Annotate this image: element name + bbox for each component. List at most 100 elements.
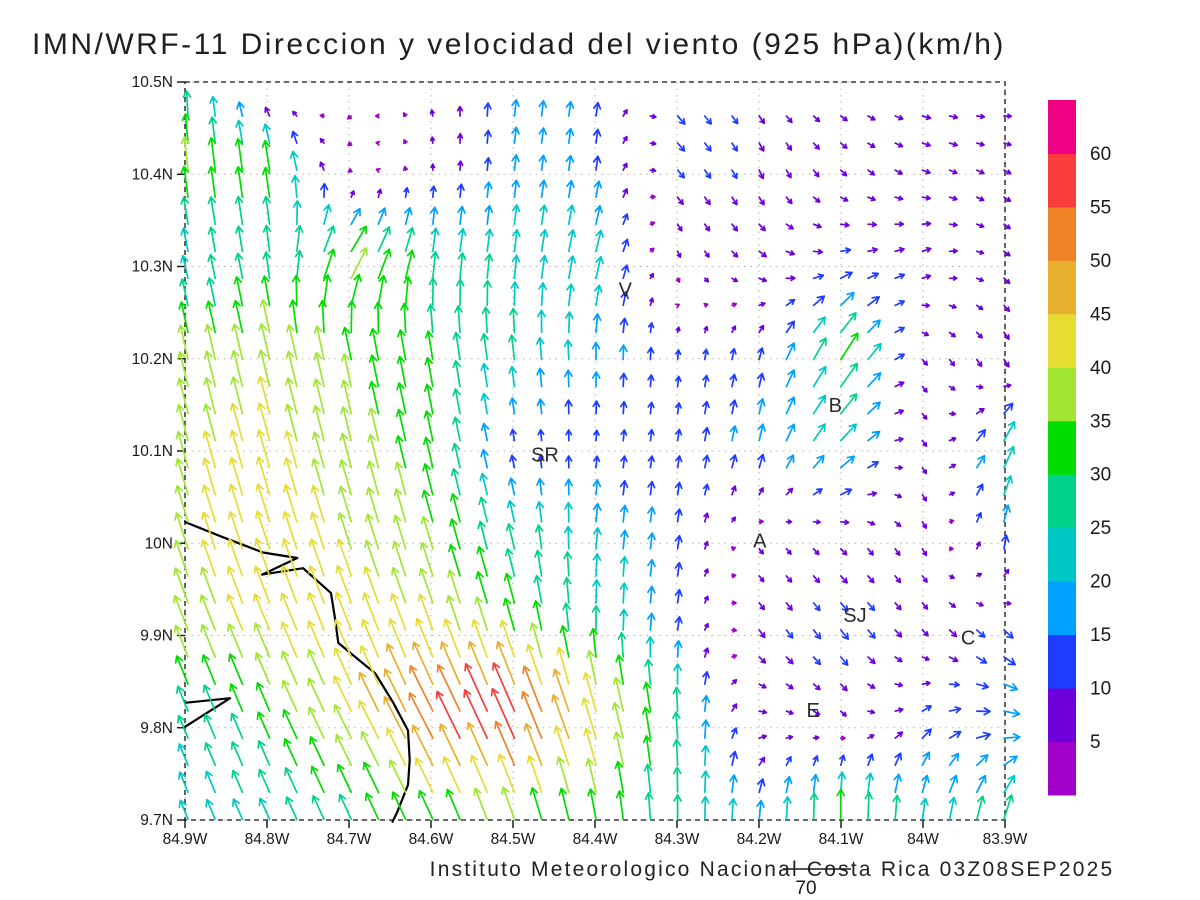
wind-arrow xyxy=(175,430,189,469)
wind-arrow xyxy=(483,279,492,307)
wind-arrow xyxy=(585,757,597,794)
wind-arrow xyxy=(562,576,572,604)
wind-arrow xyxy=(647,428,655,442)
wind-arrow xyxy=(676,169,686,179)
wind-arrow xyxy=(419,541,434,577)
colorbar-tick-label: 50 xyxy=(1090,251,1111,272)
wind-arrow xyxy=(758,115,766,125)
wind-arrow xyxy=(234,195,244,226)
x-tick-label: 84.7W xyxy=(327,831,372,848)
colorbar-segment xyxy=(1048,634,1076,689)
wind-arrow xyxy=(867,709,876,715)
wind-arrow xyxy=(839,393,858,415)
wind-arrow xyxy=(617,631,627,658)
wind-arrow xyxy=(563,551,573,577)
wind-arrow xyxy=(785,575,793,583)
wind-arrow xyxy=(812,629,822,640)
wind-arrow xyxy=(566,204,576,226)
wind-arrow xyxy=(337,512,353,550)
wind-arrow xyxy=(424,330,434,361)
wind-arrow xyxy=(322,274,332,307)
wind-arrow xyxy=(894,381,905,388)
wind-arrow xyxy=(785,342,796,361)
wind-arrow xyxy=(294,224,304,253)
wind-arrow xyxy=(506,499,516,523)
wind-arrow xyxy=(591,371,601,388)
wind-arrow xyxy=(1003,708,1021,718)
wind-arrow xyxy=(208,116,218,144)
wind-arrow xyxy=(1003,774,1016,794)
wind-arrow xyxy=(641,706,652,739)
wind-arrow xyxy=(921,705,932,712)
wind-arrow xyxy=(420,515,434,550)
wind-arrow xyxy=(350,247,368,280)
wind-arrow xyxy=(565,127,575,144)
wind-arrow xyxy=(476,545,489,577)
wind-arrow xyxy=(621,264,630,280)
wind-arrow xyxy=(839,247,852,254)
wind-arrow xyxy=(258,322,271,361)
wind-arrow xyxy=(393,488,407,523)
wind-arrow xyxy=(202,457,217,496)
wind-arrow xyxy=(921,466,928,475)
wind-arrow xyxy=(592,128,602,144)
wind-arrow xyxy=(758,756,766,767)
wind-arrow xyxy=(285,350,298,388)
wind-arrow xyxy=(383,668,407,712)
wind-arrow xyxy=(174,655,189,685)
wind-arrow xyxy=(785,602,793,611)
wind-arrow xyxy=(283,457,298,496)
wind-arrow xyxy=(1003,445,1016,469)
wind-arrow xyxy=(731,250,739,258)
city-label: SR xyxy=(531,445,559,467)
wind-arrow xyxy=(975,512,983,523)
wind-arrow xyxy=(674,588,683,604)
wind-arrow xyxy=(674,349,682,361)
wind-arrow xyxy=(536,477,545,496)
wind-arrow xyxy=(200,566,217,604)
wind-arrow xyxy=(839,332,859,361)
wind-arrow xyxy=(532,600,543,631)
wind-arrow xyxy=(921,439,928,447)
wind-arrow xyxy=(731,169,738,180)
wind-arrow xyxy=(478,496,489,523)
wind-arrow xyxy=(347,141,353,147)
wind-arrow xyxy=(649,221,656,227)
wind-arrow xyxy=(207,165,217,199)
wind-arrow xyxy=(812,656,822,666)
wind-arrow xyxy=(731,142,739,152)
wind-arrow xyxy=(261,166,271,199)
wind-arrow xyxy=(483,181,493,199)
wind-arrow xyxy=(975,656,988,664)
wind-arrow xyxy=(703,622,709,631)
wind-arrow xyxy=(975,601,984,607)
wind-arrow xyxy=(620,529,629,550)
wind-arrow xyxy=(311,431,325,469)
wind-arrow xyxy=(785,629,794,639)
wind-arrow xyxy=(480,448,489,469)
wind-arrow xyxy=(201,484,217,523)
wind-arrow xyxy=(758,169,765,180)
wind-arrow xyxy=(948,463,957,469)
wind-arrow xyxy=(319,113,325,119)
wind-arrow xyxy=(865,772,875,794)
colorbar-segment xyxy=(1048,260,1076,315)
wind-arrow xyxy=(285,377,298,415)
wind-arrow xyxy=(921,547,928,557)
wind-arrow xyxy=(1003,250,1011,257)
wind-arrow xyxy=(417,593,434,631)
wind-arrow xyxy=(564,478,573,496)
wind-arrow xyxy=(757,778,766,794)
city-label: SJ xyxy=(843,605,866,627)
colorbar-segment xyxy=(1048,367,1076,422)
wind-arrow xyxy=(975,331,983,339)
wind-arrow xyxy=(948,141,959,148)
wind-arrow xyxy=(201,654,217,685)
wind-arrow xyxy=(202,684,217,712)
wind-arrow xyxy=(182,90,192,117)
wind-arrow xyxy=(203,376,217,415)
wind-arrow xyxy=(867,272,880,280)
colorbar-segment xyxy=(1048,581,1076,636)
wind-arrow xyxy=(948,706,962,714)
wind-arrow xyxy=(864,791,874,821)
